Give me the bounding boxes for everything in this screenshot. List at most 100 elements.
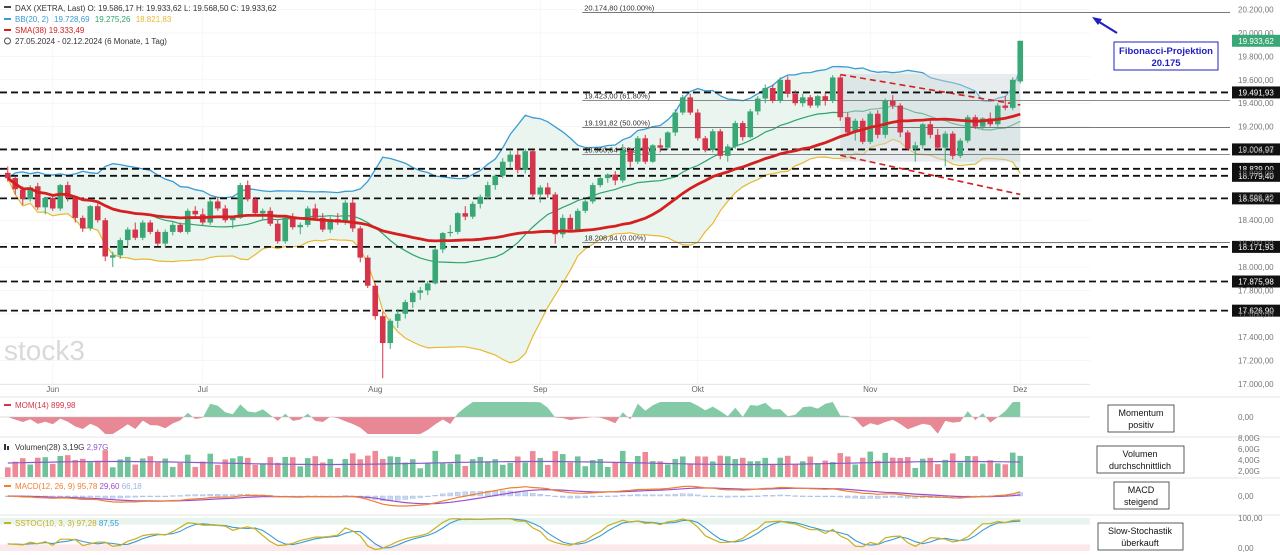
candle-body (934, 134, 941, 148)
legend-dax: DAX (XETRA, Last) O: 19.586,17 H: 19.933… (15, 4, 277, 13)
candle-body (979, 118, 986, 127)
macd-histogram-bar (230, 494, 236, 497)
candle-body (342, 202, 349, 223)
volume-bar (162, 458, 169, 477)
candle-body (724, 146, 731, 156)
volume-bar (229, 458, 236, 477)
macd-histogram-bar (732, 495, 738, 498)
candle-body (912, 145, 919, 149)
candle-body (889, 100, 896, 106)
price-tag-label: 18.779,40 (1238, 172, 1274, 181)
indicator-panels: 0,00 MOM(14) 899,98 8,00G 6,00G 4,00G 2,00G Vo… (0, 396, 1280, 553)
candle-body (769, 87, 776, 101)
macd-histogram-bar (665, 494, 671, 497)
volume-bar (957, 462, 964, 477)
candle-body (679, 97, 686, 113)
volumen-title: Volumen (1122, 449, 1157, 459)
volume-bar (364, 455, 371, 477)
macd-histogram-bar (402, 495, 408, 500)
volume-bar (492, 459, 499, 477)
candle-body (117, 240, 124, 256)
macd-swatch (4, 485, 11, 487)
volume-bar (357, 459, 364, 477)
volume-bar (499, 464, 506, 477)
candle-body (192, 210, 199, 215)
volume-bar (109, 467, 116, 477)
candle-body (544, 187, 551, 195)
candle-body (897, 105, 904, 133)
price-axis: 17.000,00 17.200,00 17.400,00 17.600,00 17.8… (1232, 6, 1280, 389)
macd-histogram-bar (747, 495, 753, 498)
macd-histogram-bar (102, 495, 108, 499)
legend-period: 27.05.2024 - 02.12.2024 (6 Monate, 1 Tag… (15, 37, 167, 46)
price-tick-label: 19.600,00 (1238, 76, 1274, 85)
macd-histogram-bar (87, 495, 93, 498)
macd-histogram-bar (410, 495, 416, 499)
volume-bar (904, 457, 911, 477)
volume-bar (987, 460, 994, 477)
macd-histogram-bar (590, 495, 596, 498)
watermark: stock3 (4, 335, 85, 366)
volume-bar (739, 457, 746, 477)
volume-bar (717, 455, 724, 477)
volume-bar (379, 458, 386, 477)
macd-histogram-bar (627, 494, 633, 497)
candle-body (214, 201, 221, 209)
volume-average-line (7, 460, 1021, 466)
candle-body (499, 161, 506, 176)
candle-body (49, 197, 56, 209)
candle-body (349, 202, 356, 229)
candle-body (949, 133, 956, 156)
candle-body (634, 138, 641, 162)
price-tick-label: 18.400,00 (1238, 216, 1274, 225)
candle-body (874, 113, 881, 135)
macd-histogram-bar (545, 494, 551, 497)
volume-bar (319, 462, 326, 477)
fibonacci-value: 20.175 (1151, 58, 1181, 69)
candle-body (792, 93, 799, 104)
macd-histogram-bar (695, 494, 701, 497)
volume-bar (349, 453, 356, 477)
volume-bar (259, 464, 266, 477)
candle-body (732, 123, 739, 147)
macd-histogram-bar (567, 495, 573, 499)
price-tag (1232, 240, 1280, 253)
stoch-title: Slow-Stochastik (1108, 526, 1173, 536)
volume-axis-label: 6,00G (1238, 445, 1260, 454)
volume-bar (514, 456, 521, 477)
candle-body (297, 224, 304, 228)
volume-bar (409, 459, 416, 477)
stoch-legend: SSTOC(10, 3, 3) 97,28 87,55 (15, 519, 119, 528)
triangle-pattern (840, 73, 1021, 196)
macd-histogram-bar (432, 495, 438, 497)
price-tick-label: 19.000,00 (1238, 146, 1274, 155)
volume-bar (147, 456, 154, 477)
volume-bar (87, 462, 94, 477)
price-tick-label: 17.200,00 (1238, 357, 1274, 366)
macd-histogram-bar (72, 495, 78, 498)
candle-body (94, 206, 101, 221)
candle-body (379, 316, 386, 344)
volume-bar (829, 462, 836, 477)
volume-bar (327, 458, 334, 477)
macd-histogram-bar (672, 494, 678, 497)
candle-body (529, 151, 536, 195)
volume-bar (184, 454, 191, 477)
macd-line (7, 485, 1021, 507)
macd-histogram-bar (807, 495, 813, 498)
fib-level-label: 19.191,82 (50.00%) (584, 119, 650, 128)
volume-bar (709, 461, 716, 477)
volume-bar (447, 463, 454, 477)
price-tag (1232, 143, 1280, 156)
stoch-value: überkauft (1121, 538, 1159, 548)
candle-body (814, 96, 821, 106)
volume-bar (634, 456, 641, 477)
candle-body (229, 217, 236, 221)
price-tag-label: 17.626,90 (1238, 307, 1274, 316)
volume-bar (934, 464, 941, 477)
macd-histogram-bar (815, 495, 821, 498)
candle-body (312, 208, 319, 218)
candle-body (267, 210, 274, 224)
stoch-axis-label: 0,00 (1238, 544, 1254, 553)
stoch-overbought-zone (0, 518, 1090, 525)
